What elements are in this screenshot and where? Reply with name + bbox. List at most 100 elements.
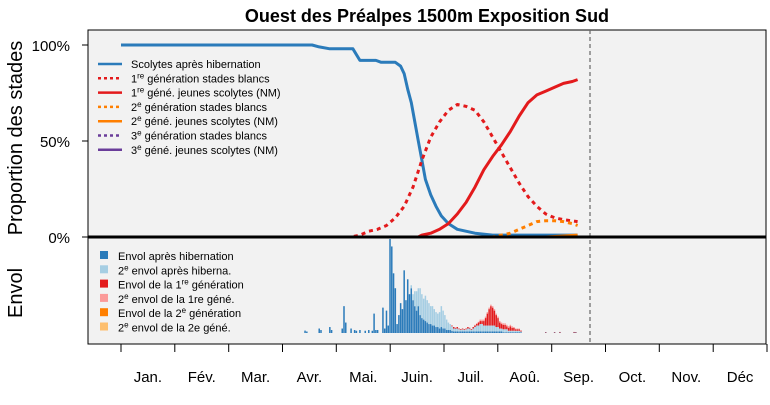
envol-bar bbox=[513, 327, 515, 331]
envol-bar bbox=[504, 323, 506, 325]
envol-bar bbox=[461, 331, 464, 333]
envol-bar bbox=[475, 323, 478, 325]
envol-bar bbox=[415, 291, 418, 311]
envol-bar bbox=[488, 331, 490, 333]
legend-label: 3e géné. jeunes scolytes (NM) bbox=[131, 143, 278, 157]
envol-bar bbox=[497, 331, 499, 333]
envol-bar bbox=[454, 328, 457, 332]
envol-bar bbox=[509, 330, 512, 333]
envol-bar bbox=[368, 330, 370, 333]
envol-bar bbox=[520, 331, 522, 333]
envol-bar bbox=[341, 328, 343, 333]
envol-bar bbox=[506, 324, 508, 327]
envol-bar bbox=[514, 328, 517, 330]
envol-bar bbox=[429, 324, 432, 333]
envol-bar bbox=[444, 315, 446, 329]
envol-bar bbox=[513, 330, 515, 333]
legend-label: 2e géné. jeunes scolytes (NM) bbox=[131, 114, 278, 128]
envol-bar bbox=[491, 331, 494, 333]
envol-bar bbox=[511, 327, 513, 331]
envol-bar bbox=[396, 324, 398, 333]
envol-bar bbox=[514, 330, 517, 333]
envol-bar bbox=[502, 332, 505, 333]
legend-swatch bbox=[100, 293, 108, 302]
envol-bar bbox=[364, 330, 366, 333]
x-tick-label: Juil. bbox=[458, 369, 485, 386]
envol-bar bbox=[375, 330, 377, 333]
envol-bar bbox=[474, 327, 476, 332]
envol-bar bbox=[484, 325, 487, 332]
envol-bar bbox=[559, 331, 561, 333]
envol-bar bbox=[394, 288, 397, 333]
envol-bar bbox=[447, 322, 450, 331]
envol-bar bbox=[355, 330, 358, 333]
envol-bar bbox=[456, 331, 459, 333]
series-line bbox=[121, 43, 578, 237]
envol-bar bbox=[435, 327, 437, 333]
envol-bar bbox=[513, 327, 515, 328]
envol-bar bbox=[438, 312, 441, 329]
envol-bar bbox=[518, 329, 520, 331]
envol-bar bbox=[490, 325, 492, 332]
envol-bar bbox=[424, 321, 427, 333]
envol-bar bbox=[475, 324, 478, 326]
x-tick-label: Aoû. bbox=[509, 369, 540, 386]
envol-bar bbox=[460, 330, 462, 332]
envol-bar bbox=[442, 310, 444, 329]
envol-bar bbox=[506, 326, 508, 330]
envol-bar bbox=[493, 325, 496, 332]
x-tick-label: Jan. bbox=[134, 369, 162, 386]
envol-bar bbox=[504, 332, 506, 333]
envol-bar bbox=[429, 306, 432, 325]
envol-bar bbox=[468, 331, 471, 333]
envol-bar bbox=[468, 327, 471, 329]
envol-bar bbox=[520, 332, 522, 333]
envol-bar bbox=[454, 331, 457, 333]
envol-bar bbox=[511, 326, 513, 328]
envol-bar bbox=[486, 313, 489, 326]
legend-label: 2e envol de la 2e géné. bbox=[118, 321, 231, 335]
envol-bar bbox=[470, 330, 473, 332]
envol-bar bbox=[329, 327, 331, 333]
envol-bar bbox=[445, 319, 448, 331]
envol-bar bbox=[518, 332, 520, 333]
envol-bar bbox=[463, 329, 466, 331]
legend-swatch bbox=[100, 308, 108, 317]
envol-bar bbox=[320, 330, 322, 333]
envol-bar bbox=[437, 327, 439, 333]
envol-bar bbox=[502, 324, 505, 330]
legend-swatch bbox=[100, 251, 108, 259]
envol-bars bbox=[304, 238, 577, 333]
envol-bar bbox=[470, 331, 473, 333]
envol-bar bbox=[516, 330, 519, 333]
legend-label: Envol après hibernation bbox=[118, 251, 234, 263]
envol-bar bbox=[506, 332, 508, 333]
envol-bar bbox=[460, 331, 462, 333]
envol-bar bbox=[477, 321, 480, 323]
envol-bar bbox=[463, 331, 466, 333]
envol-bar bbox=[495, 331, 497, 333]
envol-bar bbox=[431, 306, 434, 326]
envol-bar bbox=[433, 325, 436, 333]
envol-bar bbox=[477, 325, 480, 332]
envol-bar bbox=[509, 326, 512, 331]
envol-bar bbox=[428, 324, 430, 333]
envol-bar bbox=[477, 322, 480, 326]
envol-bar bbox=[483, 331, 485, 333]
envol-bar bbox=[497, 316, 499, 319]
envol-bar bbox=[495, 327, 497, 332]
envol-bar bbox=[408, 294, 411, 333]
envol-bar bbox=[376, 330, 379, 333]
envol-bar bbox=[414, 291, 416, 307]
envol-bar bbox=[488, 309, 490, 326]
envol-bar bbox=[438, 328, 441, 333]
envol-bar bbox=[490, 306, 492, 326]
envol-bar bbox=[433, 309, 436, 326]
envol-bar bbox=[359, 330, 361, 333]
envol-bar bbox=[414, 306, 416, 333]
legend-label: 1re génération stades blancs bbox=[131, 71, 270, 85]
envol-bar bbox=[518, 328, 520, 330]
x-tick-label: Avr. bbox=[297, 369, 323, 386]
envol-bar bbox=[504, 324, 506, 330]
envol-bar bbox=[426, 300, 428, 323]
